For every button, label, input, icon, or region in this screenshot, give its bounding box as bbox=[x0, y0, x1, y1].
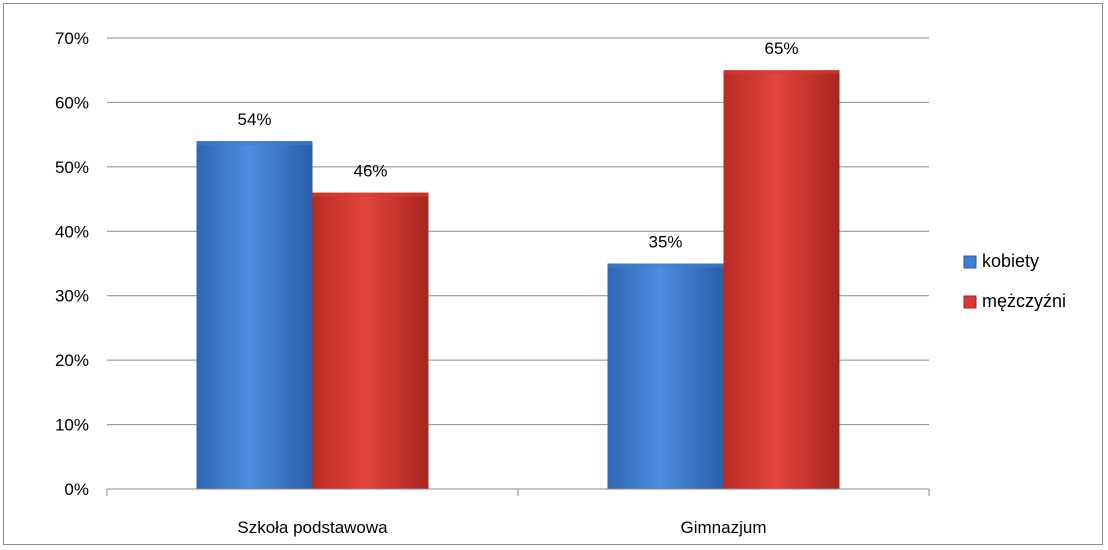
y-tick-label: 20% bbox=[55, 351, 89, 370]
x-category-label: Szkoła podstawowa bbox=[237, 518, 388, 537]
y-tick-label: 50% bbox=[55, 158, 89, 177]
data-label: 54% bbox=[237, 110, 271, 129]
x-axis bbox=[106, 488, 930, 496]
x-category-label: Gimnazjum bbox=[681, 518, 767, 537]
y-axis-tick-labels: 0% 10% 20% 30% 40% 50% 60% 70% bbox=[55, 29, 89, 499]
y-tick-label: 40% bbox=[55, 222, 89, 241]
y-tick-label: 30% bbox=[55, 287, 89, 306]
bar-top-edge bbox=[723, 70, 840, 75]
legend-label: mężczyźni bbox=[982, 291, 1066, 311]
legend-swatch bbox=[963, 255, 977, 269]
y-tick-label: 10% bbox=[55, 416, 89, 435]
data-label: 46% bbox=[353, 162, 387, 181]
bar-top-edge bbox=[312, 192, 429, 197]
bar-chart: 0% 10% 20% 30% 40% 50% 60% 70% 54% 46% 35% 65% Szk… bbox=[55, 29, 1066, 537]
bar-mezczyzni-0 bbox=[312, 192, 429, 489]
y-tick-label: 0% bbox=[64, 480, 89, 499]
bar-top-edge bbox=[196, 141, 313, 146]
y-tick-label: 70% bbox=[55, 29, 89, 48]
legend-label: kobiety bbox=[982, 251, 1039, 271]
data-label: 35% bbox=[648, 233, 682, 252]
bars bbox=[196, 70, 840, 490]
data-label: 65% bbox=[764, 39, 798, 58]
chart-frame: 0% 10% 20% 30% 40% 50% 60% 70% 54% 46% 35% 65% Szk… bbox=[3, 3, 1103, 545]
bar-kobiety-0 bbox=[196, 141, 313, 490]
x-axis-category-labels: Szkoła podstawowa Gimnazjum bbox=[237, 518, 766, 537]
legend: kobiety mężczyźni bbox=[963, 251, 1066, 311]
legend-swatch bbox=[963, 295, 977, 309]
bar-top-edge bbox=[607, 263, 724, 268]
bar-mezczyzni-1 bbox=[723, 70, 840, 489]
bar-kobiety-1 bbox=[607, 263, 724, 489]
y-tick-label: 60% bbox=[55, 93, 89, 112]
data-labels: 54% 46% 35% 65% bbox=[237, 39, 798, 251]
